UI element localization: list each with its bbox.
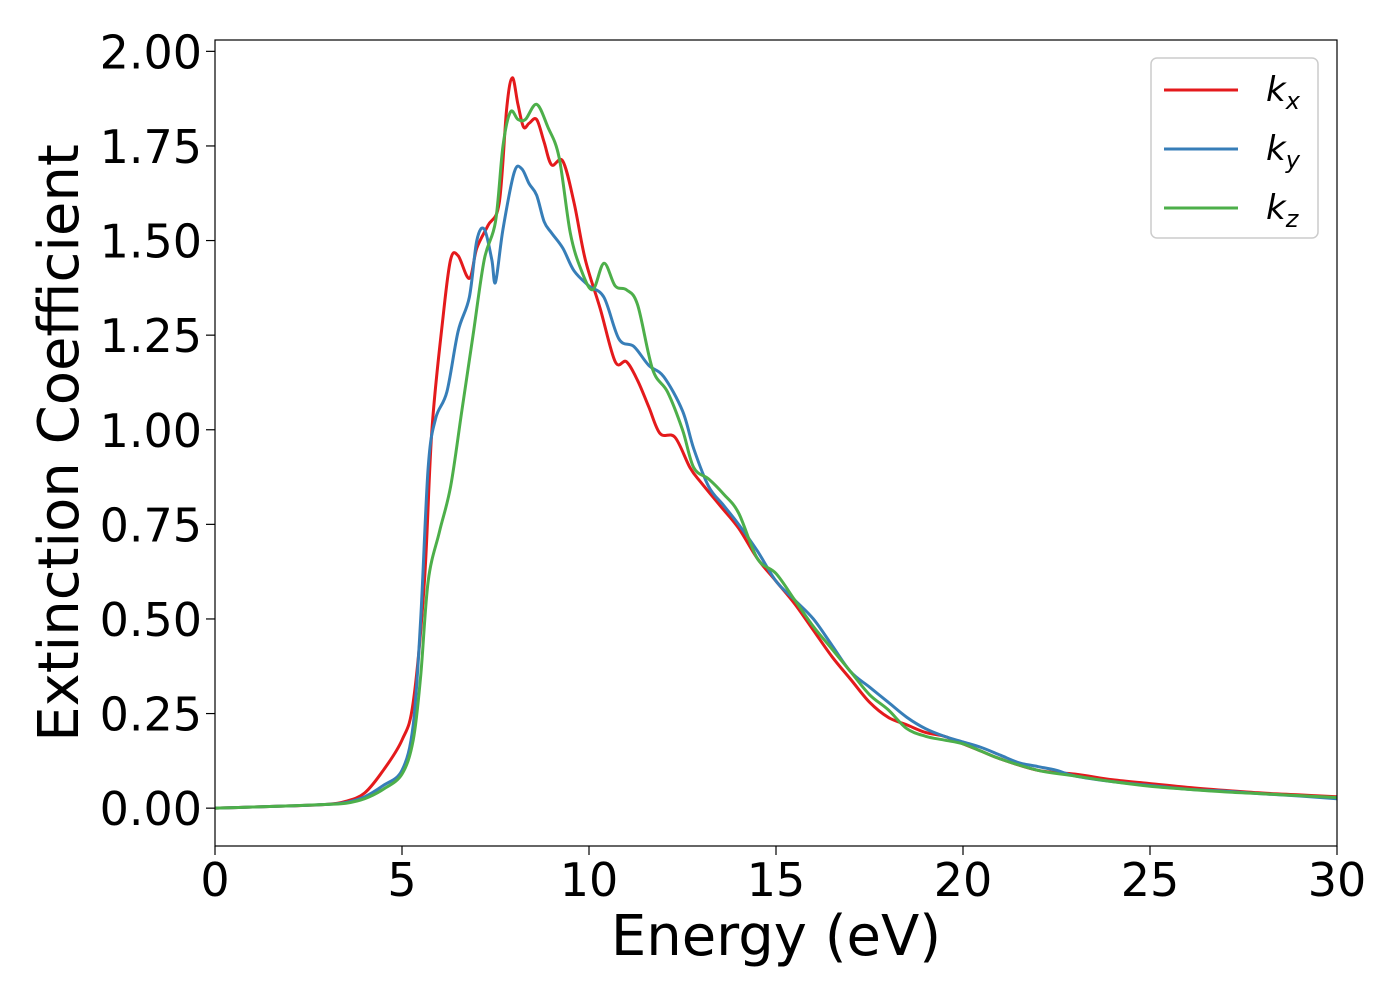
- y-tick-label: 0.25: [100, 688, 202, 742]
- legend-label-kz: kz: [1266, 188, 1300, 233]
- legend-label-subscript: z: [1285, 205, 1300, 233]
- y-tick-label: 1.25: [100, 309, 202, 363]
- y-axis-label: Extinction Coefficient: [27, 144, 92, 742]
- y-tick-label: 2.00: [100, 25, 202, 79]
- legend-label-main: k: [1266, 129, 1287, 169]
- x-tick-label: 0: [200, 853, 229, 907]
- x-tick-label: 30: [1308, 853, 1367, 907]
- y-tick-label: 0.50: [100, 593, 202, 647]
- x-tick-label: 25: [1121, 853, 1180, 907]
- y-tick-label: 0.75: [100, 498, 202, 552]
- legend-label-main: k: [1266, 188, 1287, 228]
- x-tick-label: 5: [387, 853, 416, 907]
- legend-label-subscript: x: [1285, 87, 1301, 115]
- legend-label-kx: kx: [1266, 70, 1301, 115]
- x-tick-label: 10: [560, 853, 619, 907]
- legend-label-subscript: y: [1285, 146, 1301, 174]
- y-tick-label: 1.75: [100, 120, 202, 174]
- x-axis: 0 5 10 15 20 25 30: [200, 846, 1366, 907]
- y-axis: 0.00 0.25 0.50 0.75 1.00 1.25 1.50 1.75 2.00: [100, 25, 215, 836]
- y-tick-label: 1.50: [100, 215, 202, 269]
- y-tick-label: 0.00: [100, 782, 202, 836]
- legend-label-main: k: [1266, 70, 1287, 110]
- y-tick-label: 1.00: [100, 404, 202, 458]
- x-tick-label: 20: [934, 853, 993, 907]
- series-line-ky: [215, 164, 1337, 810]
- x-tick-label: 15: [747, 853, 806, 907]
- x-axis-label: Energy (eV): [611, 904, 941, 969]
- legend-label-ky: ky: [1266, 129, 1301, 174]
- series-line-kz: [215, 102, 1337, 810]
